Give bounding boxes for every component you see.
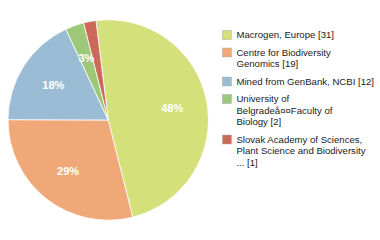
legend-item: Mined from GenBank, NCBI [12] (222, 76, 374, 87)
legend-label: University ofBelgradeå¤¤Faculty ofBiolog… (236, 93, 332, 127)
legend-swatch (222, 48, 231, 57)
data-labels: 48% 29% 18% 3% (42, 52, 183, 177)
legend-label: Mined from GenBank, NCBI [12] (236, 76, 374, 87)
legend-label: Macrogen, Europe [31] (236, 29, 334, 40)
data-label: 18% (42, 79, 64, 91)
pie-slice (8, 120, 133, 221)
data-label: 29% (57, 165, 79, 177)
legend-swatch (222, 95, 231, 104)
legend-swatch (222, 31, 231, 40)
legend-label: Slovak Academy of Sciences,Plant Science… (236, 134, 365, 168)
legend-item: Centre for BiodiversityGenomics [19] (222, 47, 331, 70)
pie (8, 20, 208, 220)
legend-swatch (222, 77, 231, 86)
legend-label: Centre for BiodiversityGenomics [19] (236, 47, 331, 70)
legend-item: University ofBelgradeå¤¤Faculty ofBiolog… (222, 93, 332, 127)
chart: Macrogen, Europe [31] Centre for Biodiver… (0, 0, 380, 240)
legend-swatch (222, 135, 231, 144)
legend-item: Slovak Academy of Sciences,Plant Science… (222, 134, 365, 168)
legend: Macrogen, Europe [31] Centre for Biodiver… (222, 29, 374, 168)
legend-item: Macrogen, Europe [31] (222, 29, 334, 40)
data-label: 48% (161, 102, 183, 114)
data-label: 3% (78, 52, 94, 64)
pie-slice (84, 21, 109, 120)
